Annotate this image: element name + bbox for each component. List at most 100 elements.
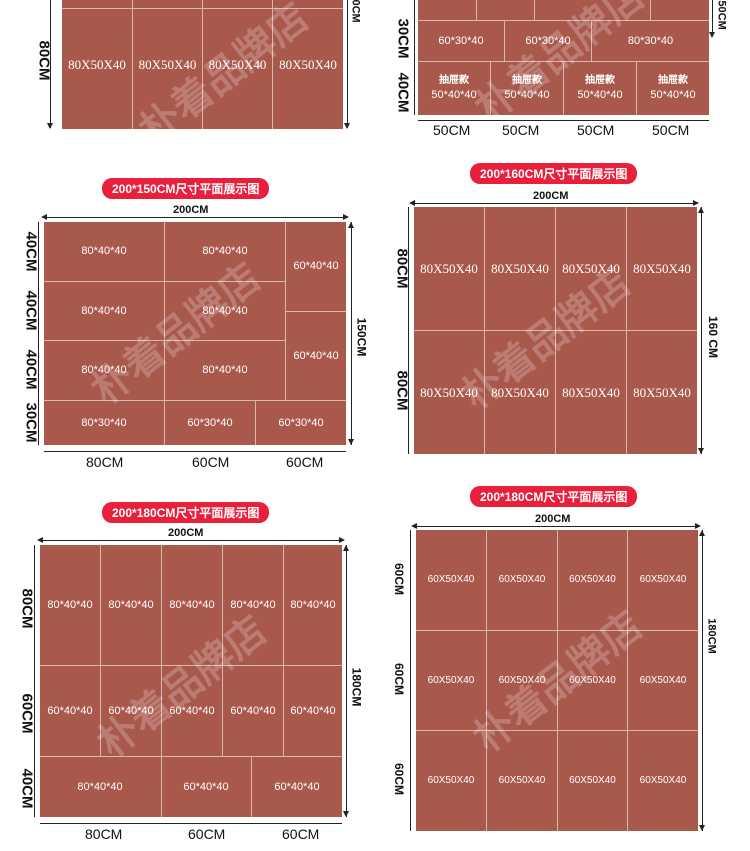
- floor-plan-top-right: 60*30*40 60*30*40 80*30*40 抽屉款 50*40*40 …: [418, 0, 709, 132]
- mat-cell: 60X50X40: [498, 574, 546, 586]
- mat-cell: 80*40*40: [202, 364, 248, 377]
- mat-cell: 60*40*40: [169, 704, 215, 717]
- dimension-label: 150CM: [354, 317, 369, 357]
- drawer-label: 抽屉款: [585, 75, 615, 87]
- dimension-label: 180CM: [705, 618, 718, 654]
- dimension-label: 40CM: [22, 231, 40, 272]
- dimension-label: 60CM: [392, 562, 407, 596]
- mat-cell: 80*40*40: [230, 598, 276, 611]
- dimension-label: 200CM: [168, 527, 204, 539]
- mat-cell: 80X50X40: [491, 384, 549, 400]
- panel-title: 200*160CM尺寸平面展示图: [470, 163, 638, 184]
- dimension-label: 200CM: [173, 204, 209, 216]
- dimension-label: 80CM: [18, 588, 36, 629]
- drawer-cell: 抽屉款 50*40*40: [564, 62, 636, 115]
- floor-plan-200x180-b: 60X50X40 60X50X40 60X50X40 60X50X40 60X5…: [416, 530, 698, 831]
- mat-cell: 80*40*40: [202, 245, 248, 258]
- mat-cell: 80X50X40: [279, 56, 337, 72]
- mat-cell: 80X50X40: [68, 56, 126, 72]
- drawer-size: 50*40*40: [504, 88, 550, 101]
- dimension-label: 60CM: [392, 762, 407, 796]
- mat-cell: 60X50X40: [427, 674, 475, 686]
- drawer-size: 50*40*40: [650, 88, 696, 101]
- mat-cell: 80X50X40: [562, 260, 620, 276]
- dimension-label: 40CM: [22, 290, 40, 331]
- dimension-label: 180CM: [349, 667, 364, 707]
- dimension-label: 200CM: [533, 190, 569, 202]
- mat-cell: 60X50X40: [498, 775, 546, 787]
- drawer-cell: 抽屉款 50*40*40: [491, 62, 563, 115]
- mat-cell: 80*40*40: [108, 598, 154, 611]
- mat-cell: 80*30*40: [627, 34, 674, 47]
- mat-cell: 80*40*40: [202, 304, 248, 317]
- mat-cell: 80*40*40: [47, 598, 93, 611]
- mat-cell: 80*40*40: [81, 364, 127, 377]
- panel-title: 200*150CM尺寸平面展示图: [102, 178, 270, 199]
- dimension-label: 50CM: [577, 122, 615, 138]
- mat-cell: 80X50X40: [138, 56, 197, 72]
- dimension-label: 200CM: [535, 513, 571, 525]
- mat-cell: 60X50X40: [427, 775, 475, 787]
- mat-cell: 80*40*40: [169, 598, 215, 611]
- mat-cell: 60*30*40: [278, 416, 324, 429]
- dimension-label: 50CM: [652, 122, 690, 138]
- dimension-label: 150CM: [715, 0, 728, 30]
- floor-plan-top-left: 80X50X40 80X50X40 80X50X40 80X50X40 朴着品牌…: [62, 0, 343, 154]
- mat-cell: 60*40*40: [183, 780, 229, 793]
- mat-cell: 80*30*40: [81, 416, 127, 429]
- dimension-label: 40CM: [18, 768, 36, 809]
- mat-cell: 80X50X40: [562, 384, 620, 400]
- mat-cell: 80X50X40: [420, 260, 478, 276]
- dimension-label: 80CM: [393, 248, 411, 289]
- mat-cell: 60X50X40: [498, 674, 546, 686]
- mat-cell: 60X50X40: [427, 574, 475, 586]
- dimension-label: 80CM: [85, 826, 123, 842]
- drawer-label: 抽屉款: [512, 75, 542, 87]
- dimension-label: 30CM: [394, 18, 412, 59]
- drawer-size: 50*40*40: [577, 88, 623, 101]
- drawer-label: 抽屉款: [658, 75, 688, 87]
- mat-cell: 60X50X40: [639, 775, 687, 787]
- mat-cell: 80*40*40: [81, 304, 127, 317]
- mat-cell: 60*40*40: [290, 704, 336, 717]
- mat-cell: 80X50X40: [420, 384, 478, 400]
- mat-cell: 80*40*40: [290, 598, 336, 611]
- mat-cell: 60*40*40: [108, 704, 154, 717]
- mat-cell: 60X50X40: [569, 775, 616, 787]
- mat-cell: 60*30*40: [438, 34, 484, 47]
- dimension-label: 50CM: [433, 122, 471, 138]
- dimension-label: 80CM: [86, 454, 124, 470]
- dimension-label: 60CM: [392, 662, 407, 696]
- dimension-label: 60CM: [192, 454, 230, 470]
- dimension-label: 50CM: [502, 122, 540, 138]
- mat-cell: 80X50X40: [633, 384, 691, 400]
- mat-cell: 80*40*40: [77, 780, 123, 793]
- dimension-label: 60CM: [282, 826, 320, 842]
- drawer-cell: 抽屉款 50*40*40: [637, 62, 709, 115]
- mat-cell: 80X50X40: [633, 260, 691, 276]
- drawer-cell: 抽屉款 50*40*40: [418, 62, 490, 115]
- mat-cell: 60X50X40: [639, 674, 687, 686]
- mat-cell: 60X50X40: [569, 674, 616, 686]
- dimension-label: 160 CM: [706, 315, 721, 359]
- mat-cell: 60*40*40: [274, 780, 320, 793]
- dimension-label: 40CM: [349, 0, 362, 23]
- mat-cell: 60*40*40: [293, 260, 339, 273]
- mat-cell: 60*30*40: [187, 416, 233, 429]
- dimension-label: 60CM: [18, 693, 36, 734]
- dimension-label: 40CM: [22, 349, 40, 390]
- mat-cell: 60*40*40: [47, 704, 93, 717]
- floor-plan-200x150: 80*40*40 80*40*40 80*40*40 80*40*40 80*4…: [44, 222, 346, 445]
- mat-cell: 80*40*40: [81, 245, 127, 258]
- drawer-label: 抽屉款: [439, 75, 469, 87]
- panel-title: 200*180CM尺寸平面展示图: [470, 486, 638, 507]
- mat-cell: 80X50X40: [491, 260, 549, 276]
- mat-cell: 60*40*40: [293, 349, 339, 362]
- drawer-size: 50*40*40: [431, 88, 477, 101]
- floor-plan-200x180-a: 80*40*40 80*40*40 80*40*40 80*40*40 80*4…: [40, 545, 342, 817]
- dimension-label: 40CM: [394, 72, 412, 113]
- floor-plan-200x160: 80X50X40 80X50X40 80X50X40 80X50X40 80X5…: [414, 207, 697, 454]
- panel-title: 200*180CM尺寸平面展示图: [102, 502, 270, 523]
- mat-cell: 60*40*40: [230, 704, 276, 717]
- mat-cell: 80X50X40: [208, 56, 267, 72]
